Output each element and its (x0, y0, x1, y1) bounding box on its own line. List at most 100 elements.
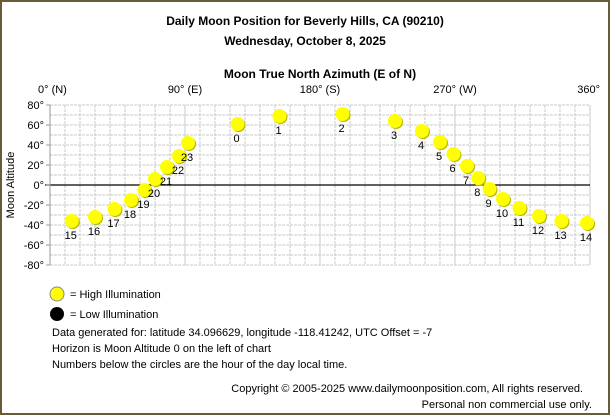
y-axis-label: Moon Altitude (5, 152, 17, 219)
legend-high-label: = High Illumination (70, 289, 161, 301)
moon-point: 11 (512, 201, 528, 229)
moon-point: 4 (415, 124, 430, 152)
legend: = High Illumination = Low Illumination (49, 286, 161, 321)
moon-point: 6 (446, 147, 462, 175)
note-hours: Numbers below the circles are the hour o… (52, 359, 347, 371)
hour-label: 23 (181, 152, 193, 164)
y-tick-label: 20° (27, 160, 44, 172)
moon-point-circle (64, 214, 79, 228)
y-tick-label: -20° (24, 200, 44, 212)
hour-label: 20 (148, 188, 160, 200)
moon-point: 9 (482, 182, 498, 210)
hour-label: 1 (275, 125, 281, 137)
hour-label: 3 (391, 130, 397, 142)
hour-label: 4 (418, 140, 424, 152)
moon-point: 17 (107, 202, 123, 230)
moon-point-circle (415, 124, 429, 138)
moon-point: 21 (160, 160, 175, 188)
note-horizon: Horizon is Moon Altitude 0 on the left o… (52, 343, 271, 355)
hour-label: 21 (160, 176, 172, 188)
note-location: Data generated for: latitude 34.096629, … (52, 327, 432, 339)
hour-label: 22 (172, 165, 184, 177)
y-tick-label: 0° (33, 180, 44, 192)
moon-point: 18 (124, 193, 139, 221)
moon-point: 22 (172, 149, 187, 177)
moon-point-circle (446, 147, 461, 161)
x-tick-label: 180° (S) (300, 84, 340, 96)
moon-point: 5 (433, 135, 448, 163)
moon-point: 0 (230, 117, 246, 145)
moon-point: 23 (181, 136, 196, 164)
chart-title: Daily Moon Position for Beverly Hills, C… (166, 14, 444, 28)
moon-point: 19 (137, 183, 153, 211)
hour-label: 13 (554, 230, 566, 242)
hour-label: 6 (449, 163, 455, 175)
x-tick-label: 270° (W) (433, 84, 477, 96)
moon-point-circle (532, 209, 546, 223)
x-ticks: 0° (N) 90° (E) 180° (S) 270° (W) 360° (38, 84, 600, 96)
moon-point-circle (88, 210, 102, 224)
moon-point-circle (335, 107, 350, 121)
moon-point-circle (460, 159, 474, 173)
hour-label: 17 (107, 218, 119, 230)
moon-point: 10 (496, 192, 511, 220)
legend-low-label: = Low Illumination (70, 309, 158, 321)
moon-point-circle (580, 216, 594, 230)
y-tick-label: -60° (24, 240, 44, 252)
moon-point-circle (124, 193, 138, 207)
moon-point-circle (107, 202, 122, 216)
moon-point-circle (471, 171, 486, 185)
x-tick-label: 0° (N) (38, 84, 67, 96)
hour-label: 11 (513, 217, 524, 229)
x-axis-label: Moon True North Azimuth (E of N) (224, 67, 416, 81)
chart-subtitle: Wednesday, October 8, 2025 (224, 34, 386, 48)
hour-label: 9 (485, 198, 491, 210)
hour-label: 2 (338, 123, 344, 135)
moon-point: 20 (148, 172, 163, 200)
y-tick-label: -40° (24, 220, 44, 232)
moon-point: 16 (88, 210, 103, 238)
hour-label: 14 (580, 232, 592, 244)
hour-label: 18 (124, 209, 136, 221)
moon-point-circle (496, 192, 510, 206)
moon-point: 7 (460, 159, 475, 187)
y-tick-label: 40° (27, 140, 44, 152)
moon-point-circle (230, 117, 245, 131)
moon-point: 8 (471, 171, 487, 199)
hour-label: 12 (532, 225, 544, 237)
moon-point: 13 (554, 214, 570, 242)
moon-point: 12 (532, 209, 547, 237)
moon-point: 14 (580, 216, 595, 244)
hour-label: 16 (88, 226, 100, 238)
copyright: Copyright © 2005-2025 www.dailymoonposit… (231, 383, 583, 395)
y-ticks: 80° 60° 40° 20° 0° -20° -40° -60° -80° (24, 100, 50, 272)
moon-point-circle (554, 214, 569, 228)
moon-point-circle (160, 160, 174, 174)
hour-label: 10 (496, 208, 508, 220)
hour-label: 8 (474, 187, 480, 199)
moon-point-circle (512, 201, 527, 215)
hour-label: 15 (65, 230, 77, 242)
hour-label: 5 (436, 151, 442, 163)
moon-point-circle (482, 182, 497, 196)
moon-point: 15 (65, 214, 80, 242)
legend-high-marker (49, 286, 65, 302)
moon-point-circle (272, 109, 287, 123)
x-tick-label: 90° (E) (168, 84, 202, 96)
hour-label: 7 (463, 175, 469, 187)
moon-point-circle (433, 135, 447, 149)
moon-point: 3 (388, 114, 403, 142)
moon-point-circle (181, 136, 195, 150)
x-tick-label: 360° (577, 84, 600, 96)
y-tick-label: -80° (24, 260, 44, 272)
legend-low-marker (50, 307, 64, 321)
hour-label: 19 (137, 199, 149, 211)
moon-point-circle (148, 172, 162, 186)
hour-label: 0 (233, 133, 239, 145)
y-tick-label: 80° (27, 100, 44, 112)
y-tick-label: 60° (27, 120, 44, 132)
moon-point-circle (172, 149, 186, 163)
moon-point: 2 (335, 107, 351, 135)
